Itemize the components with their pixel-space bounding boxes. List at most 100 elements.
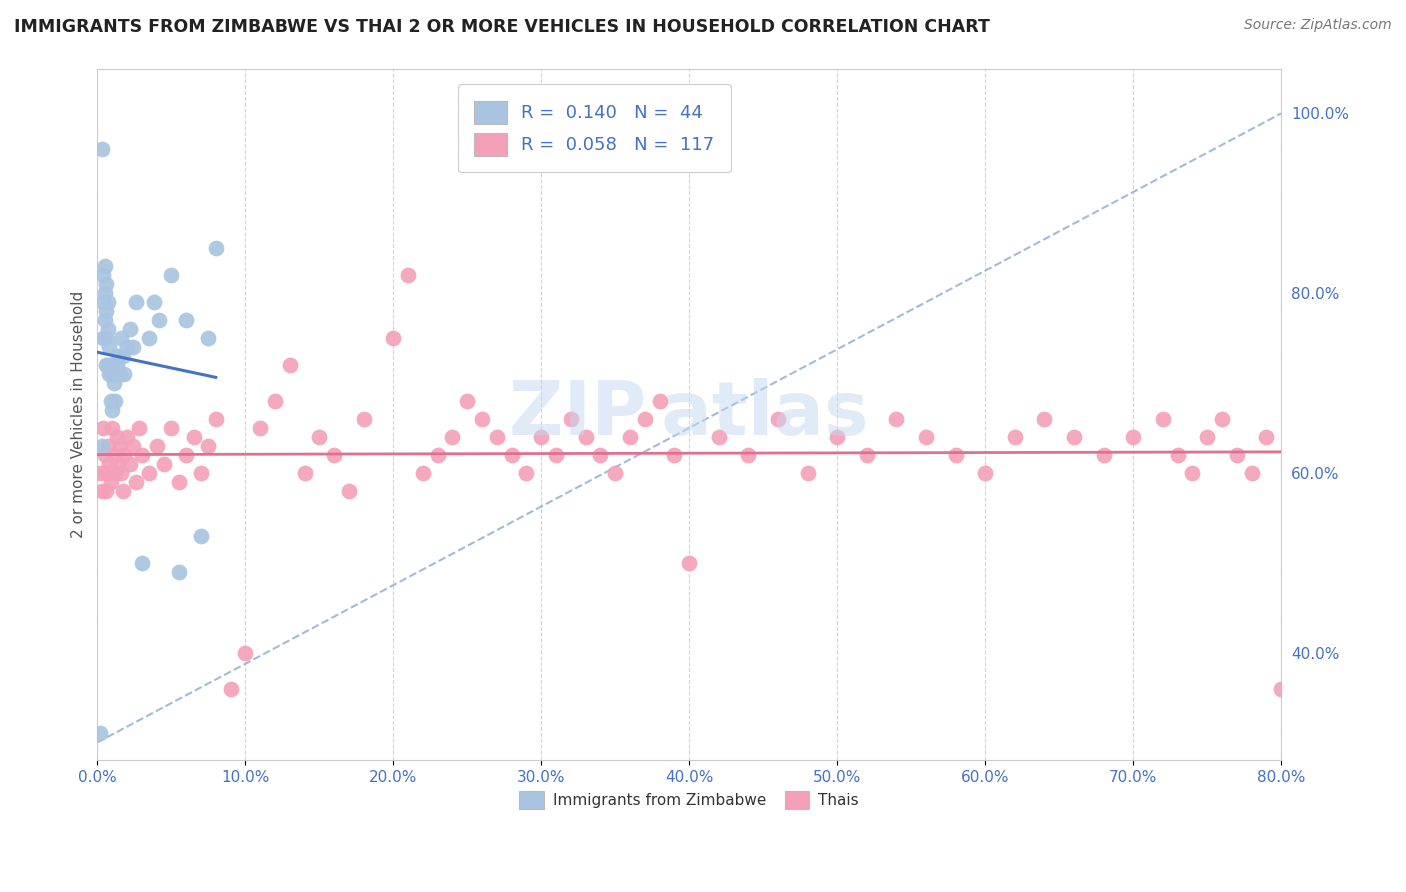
Point (108, 367, 131, 381)
Point (90, 483, 112, 498)
Point (97, 358, 120, 372)
Point (619, 430, 641, 444)
Point (103, 376, 125, 390)
Point (101, 403, 124, 417)
Point (94, 313, 117, 327)
Point (110, 331, 132, 345)
Point (91, 331, 114, 345)
Point (190, 529, 212, 543)
Point (174, 313, 197, 327)
Point (128, 421, 150, 435)
Point (197, 439, 219, 453)
Point (160, 421, 183, 435)
Point (219, 681, 242, 696)
Point (825, 430, 848, 444)
Point (396, 268, 419, 282)
Point (605, 466, 627, 480)
Point (1152, 412, 1174, 426)
Point (112, 448, 135, 462)
Point (1181, 466, 1204, 480)
Point (100, 358, 122, 372)
Point (107, 457, 129, 471)
Point (89, 726, 111, 740)
Point (94, 259, 117, 273)
Point (91, 295, 114, 310)
Point (707, 430, 730, 444)
Point (101, 367, 124, 381)
Point (974, 466, 997, 480)
Point (264, 394, 287, 409)
Point (98, 367, 121, 381)
Point (115, 340, 138, 354)
Point (915, 430, 938, 444)
Point (323, 448, 346, 462)
Point (174, 448, 197, 462)
Point (1240, 466, 1263, 480)
Point (104, 394, 127, 409)
Point (97, 322, 120, 336)
Point (105, 430, 128, 444)
Point (111, 349, 134, 363)
Point (1211, 412, 1233, 426)
Point (98, 457, 121, 471)
Point (412, 466, 434, 480)
Point (97, 295, 120, 310)
Point (100, 475, 122, 489)
Point (148, 313, 170, 327)
Point (485, 430, 508, 444)
Point (138, 331, 160, 345)
Point (131, 556, 153, 570)
Point (589, 448, 612, 462)
Point (337, 483, 360, 498)
Point (678, 556, 700, 570)
Point (204, 241, 226, 255)
Point (766, 412, 789, 426)
Point (104, 466, 127, 480)
Point (108, 439, 131, 453)
Point (111, 483, 134, 498)
Point (1092, 448, 1115, 462)
Point (249, 421, 271, 435)
Point (94, 448, 117, 462)
Point (1122, 430, 1144, 444)
Point (190, 466, 212, 480)
Point (115, 430, 138, 444)
Point (501, 448, 523, 462)
Point (118, 322, 141, 336)
Point (121, 439, 143, 453)
Point (1033, 412, 1056, 426)
Point (204, 412, 226, 426)
Point (1270, 681, 1292, 696)
Point (382, 331, 405, 345)
Point (441, 430, 464, 444)
Point (96, 304, 118, 318)
Point (96, 466, 118, 480)
Point (886, 412, 908, 426)
Point (1197, 430, 1219, 444)
Point (530, 430, 553, 444)
Point (167, 475, 190, 489)
Point (90, 142, 112, 156)
Point (110, 466, 132, 480)
Point (575, 430, 598, 444)
Point (145, 439, 167, 453)
Point (471, 412, 494, 426)
Point (91, 268, 114, 282)
Y-axis label: 2 or more Vehicles in Household: 2 or more Vehicles in Household (72, 291, 86, 538)
Point (294, 466, 316, 480)
Point (112, 367, 135, 381)
Point (118, 457, 141, 471)
Point (278, 358, 301, 372)
Point (98, 340, 121, 354)
Point (96, 277, 118, 292)
Point (105, 358, 128, 372)
Point (1166, 448, 1188, 462)
Point (1226, 448, 1249, 462)
Point (737, 448, 759, 462)
Point (90, 439, 112, 453)
Point (426, 448, 449, 462)
Point (544, 448, 567, 462)
Point (89, 466, 111, 480)
Point (664, 448, 686, 462)
Point (96, 358, 118, 372)
